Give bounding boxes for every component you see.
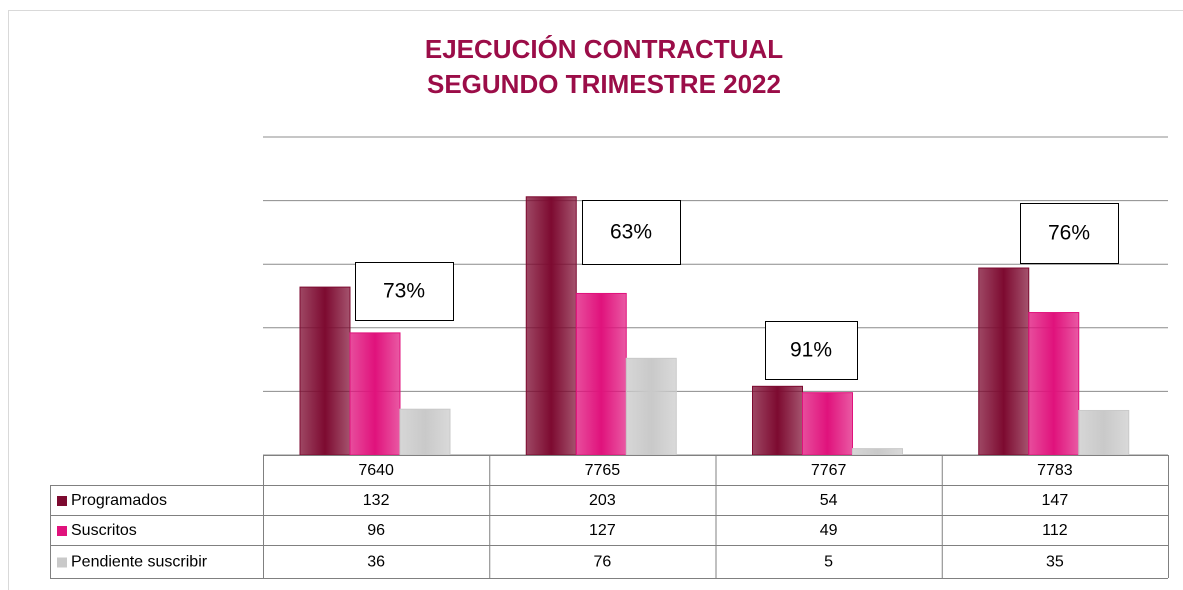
table-value: 112 — [1042, 522, 1068, 539]
table-value: 76 — [593, 554, 611, 571]
chart-title: EJECUCIÓN CONTRACTUAL — [425, 34, 783, 64]
table-value: 132 — [363, 492, 390, 509]
bar — [575, 292, 627, 456]
table-value: 54 — [820, 492, 838, 509]
x-tick-label: 7767 — [811, 462, 847, 479]
legend-swatch — [57, 526, 67, 536]
annotation: 91% — [790, 339, 832, 362]
bar — [299, 286, 351, 456]
x-tick-label: 7783 — [1037, 462, 1073, 479]
annotation: 73% — [383, 280, 425, 303]
legend-label: Suscritos — [71, 522, 137, 539]
table-value: 5 — [824, 554, 833, 571]
bar — [1028, 312, 1080, 456]
bar — [525, 196, 577, 456]
x-tick-label: 7765 — [585, 462, 621, 479]
bar — [349, 332, 401, 456]
table-value: 96 — [367, 522, 385, 539]
annotation-box — [355, 262, 454, 321]
bar — [1078, 409, 1130, 456]
table-value: 36 — [367, 554, 385, 571]
legend-swatch — [57, 557, 67, 568]
annotation: 76% — [1048, 222, 1090, 245]
table-value: 35 — [1046, 554, 1064, 571]
bar — [399, 408, 451, 456]
annotation-box — [765, 321, 858, 380]
table-value: 147 — [1042, 492, 1069, 509]
legend-label: Programados — [71, 492, 167, 509]
table-value: 127 — [589, 522, 616, 539]
table-value: 203 — [589, 492, 616, 509]
bar — [978, 267, 1030, 456]
chart-subtitle: SEGUNDO TRIMESTRE 2022 — [427, 69, 781, 99]
legend-label: Pendiente suscribir — [71, 554, 208, 571]
bar — [752, 385, 803, 456]
x-tick-label: 7640 — [358, 462, 394, 479]
annotation-box — [582, 200, 681, 265]
bar — [625, 357, 677, 456]
legend-swatch — [57, 496, 67, 506]
bar — [802, 392, 853, 456]
bar — [852, 448, 903, 456]
annotation-box — [1020, 203, 1119, 264]
frame — [8, 10, 1183, 590]
annotation: 63% — [610, 221, 652, 244]
table-value: 49 — [820, 522, 838, 539]
